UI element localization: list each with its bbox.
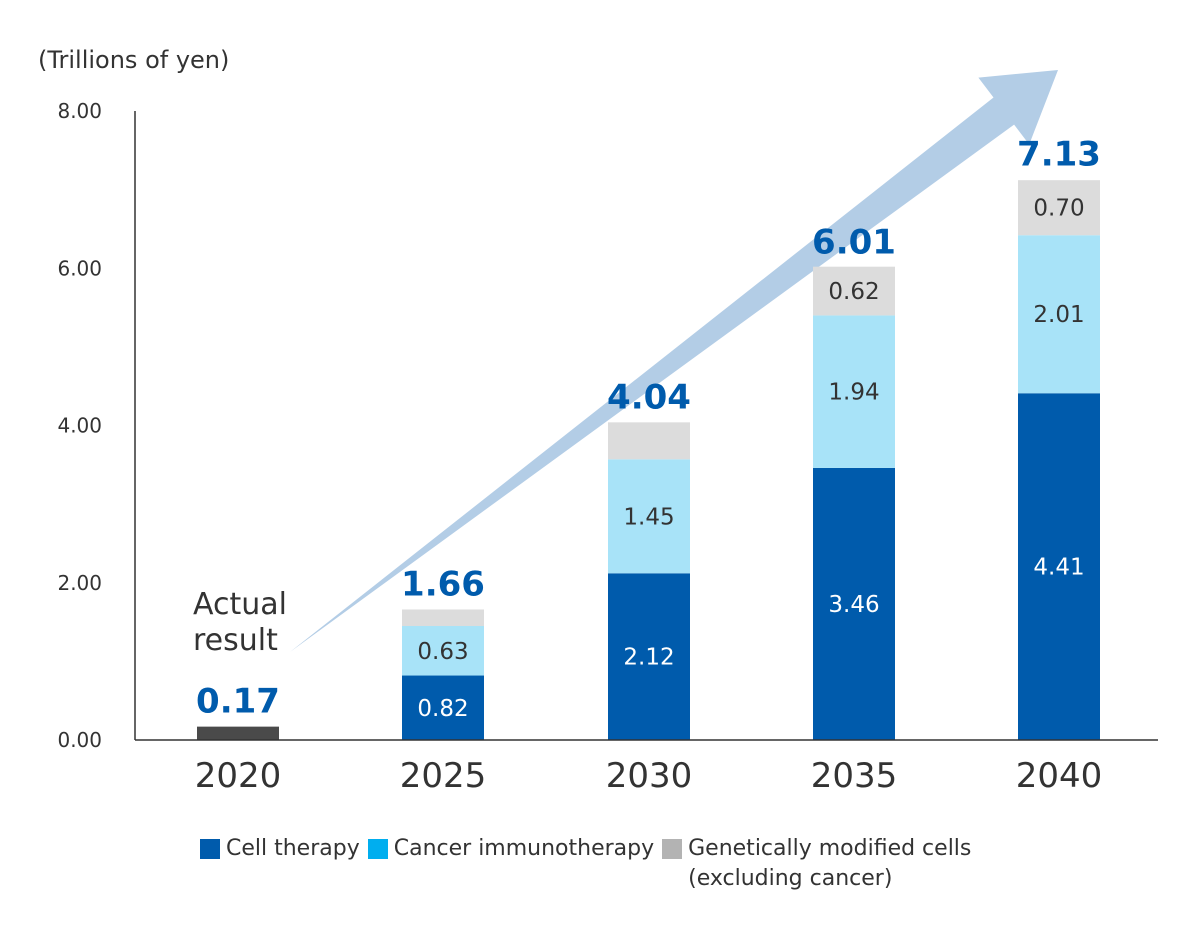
bar-actual-2020 (197, 726, 279, 740)
x-category-label-2025: 2025 (400, 756, 487, 796)
y-tick-label-1: 2.00 (57, 571, 102, 595)
data-label-2035-series-0: 3.46 (828, 592, 879, 618)
bar-segment-2025-series-0 (402, 675, 484, 740)
legend: Cell therapy Cancer immunotherapy Geneti… (200, 834, 979, 894)
data-label-2040-series-2: 0.70 (1033, 196, 1084, 222)
legend-item-genetically-modified-cells: Genetically modified cells (excluding ca… (662, 834, 971, 894)
bar-segment-2030-series-2 (608, 422, 690, 460)
y-tick-label-2: 4.00 (57, 414, 102, 438)
bar-segment-2040-series-2 (1018, 180, 1100, 236)
bar-segment-2030-series-0 (608, 573, 690, 740)
data-label-2030-series-1: 1.45 (623, 504, 674, 530)
x-category-label-2040: 2040 (1016, 756, 1103, 796)
axes-layer (134, 111, 1158, 741)
growth-arrow-layer (290, 70, 1058, 652)
legend-swatch-cancer-immunotherapy (367, 839, 388, 859)
legend-item-cell-therapy: Cell therapy (200, 834, 360, 864)
legend-label-genetically-modified-cells: Genetically modified cells (excluding ca… (688, 836, 972, 891)
total-label-2020: 0.17 (196, 682, 280, 722)
data-label-2035-series-1: 1.94 (828, 380, 879, 406)
data-label-2035-series-2: 0.62 (828, 279, 879, 305)
data-label-2030-series-0: 2.12 (623, 645, 674, 671)
data-label-2025-series-1: 0.63 (417, 639, 468, 665)
bar-segment-2030-series-1 (608, 459, 690, 574)
data-label-2040-series-1: 2.01 (1033, 302, 1084, 328)
bar-segment-2025-series-1 (402, 625, 484, 676)
x-category-label-2035: 2035 (811, 756, 898, 796)
legend-swatch-cell-therapy (200, 839, 220, 859)
bars-layer (197, 180, 1100, 740)
legend-label-cell-therapy: Cell therapy (226, 836, 360, 861)
y-tick-label-3: 6.00 (57, 256, 102, 280)
bar-segment-2040-series-0 (1018, 393, 1100, 740)
data-label-2040-series-0: 4.41 (1033, 555, 1084, 581)
annotation-line-0: Actual (193, 587, 287, 622)
total-label-2025: 1.66 (401, 564, 485, 604)
legend-item-cancer-immunotherapy: Cancer immunotherapy (367, 834, 655, 864)
stacked-bar-chart: (Trillions of yen) 0.00 2.00 4.00 6.00 8.00 20… (38, 46, 1158, 796)
bar-segment-2035-series-1 (813, 315, 895, 468)
total-label-2030: 4.04 (607, 377, 691, 417)
labels-layer: (Trillions of yen) 0.00 2.00 4.00 6.00 8.00 20… (38, 46, 1102, 796)
y-axis-title: (Trillions of yen) (38, 46, 229, 74)
x-category-label-2030: 2030 (606, 756, 693, 796)
bar-segment-2040-series-1 (1018, 235, 1100, 394)
total-label-2040: 7.13 (1017, 134, 1101, 174)
y-tick-label-4: 8.00 (57, 99, 102, 123)
data-label-2025-series-0: 0.82 (417, 696, 468, 722)
legend-label-cancer-immunotherapy: Cancer immunotherapy (393, 836, 655, 861)
total-label-2035: 6.01 (812, 222, 896, 262)
bar-segment-2035-series-2 (813, 266, 895, 316)
y-tick-label-0: 0.00 (57, 728, 102, 752)
bar-segment-2025-series-2 (402, 609, 484, 626)
legend-swatch-genetically-modified-cells (662, 839, 683, 859)
annotation-line-1: result (193, 623, 278, 658)
growth-arrow-icon (290, 70, 1058, 652)
bar-segment-2035-series-0 (813, 467, 895, 740)
x-category-label-2020: 2020 (195, 756, 282, 796)
